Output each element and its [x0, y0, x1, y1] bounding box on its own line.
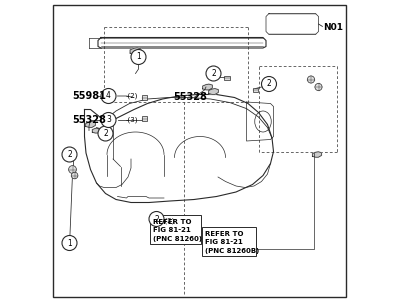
Polygon shape: [209, 88, 218, 94]
Text: 2: 2: [103, 129, 108, 138]
Circle shape: [206, 66, 221, 81]
Text: 2: 2: [67, 150, 72, 159]
Polygon shape: [130, 48, 141, 54]
Circle shape: [131, 50, 146, 64]
Text: -(3): -(3): [126, 117, 138, 123]
Bar: [253, 88, 258, 92]
Circle shape: [62, 236, 77, 250]
Text: FIG 81-21: FIG 81-21: [206, 239, 243, 245]
Circle shape: [149, 212, 164, 226]
Text: 4: 4: [106, 92, 111, 100]
Circle shape: [98, 126, 113, 141]
Text: REFER TO: REFER TO: [153, 219, 192, 225]
Text: 55981: 55981: [72, 91, 106, 101]
Bar: [142, 95, 148, 100]
Polygon shape: [312, 152, 322, 157]
Text: -(2): -(2): [126, 93, 138, 99]
Text: REFER TO: REFER TO: [206, 231, 244, 237]
Circle shape: [62, 147, 77, 162]
Circle shape: [262, 76, 276, 92]
Bar: [142, 116, 148, 121]
Bar: [224, 76, 230, 80]
Circle shape: [71, 172, 78, 179]
Text: N01: N01: [323, 22, 343, 32]
Text: 1: 1: [67, 238, 72, 247]
Text: (PNC 81260B): (PNC 81260B): [206, 248, 260, 254]
Circle shape: [307, 76, 315, 83]
Text: 55328: 55328: [173, 92, 207, 103]
Text: 55328: 55328: [72, 115, 106, 125]
Text: 2: 2: [267, 80, 271, 88]
Text: 1: 1: [136, 52, 141, 62]
Circle shape: [69, 166, 76, 173]
Text: 2: 2: [154, 214, 159, 224]
Circle shape: [101, 88, 116, 104]
FancyBboxPatch shape: [202, 227, 256, 256]
Polygon shape: [92, 128, 101, 133]
Polygon shape: [86, 122, 95, 128]
Text: 3: 3: [106, 116, 111, 124]
Circle shape: [315, 83, 322, 91]
Circle shape: [101, 112, 116, 128]
Polygon shape: [162, 218, 172, 223]
FancyBboxPatch shape: [150, 215, 201, 244]
Text: 2: 2: [211, 69, 216, 78]
Text: (PNC 81260): (PNC 81260): [153, 236, 202, 242]
Text: FIG 81-21: FIG 81-21: [153, 227, 191, 233]
Text: -(2): -(2): [162, 217, 175, 224]
Polygon shape: [203, 84, 212, 90]
